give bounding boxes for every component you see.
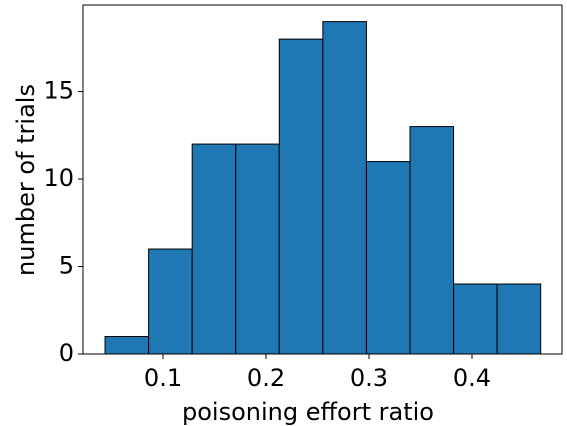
y-tick-label: 15: [43, 77, 74, 105]
bar: [409, 126, 455, 355]
bar: [191, 143, 237, 355]
x-tick-label: 0.1: [144, 364, 182, 392]
y-tick-label: 5: [59, 252, 74, 280]
bar: [496, 283, 542, 355]
x-tick-label: 0.4: [453, 364, 491, 392]
bar: [278, 38, 324, 355]
x-tick-label: 0.2: [247, 364, 285, 392]
bar: [104, 336, 150, 355]
x-tick-label: 0.3: [350, 364, 388, 392]
bar: [453, 283, 498, 355]
plot-frame: [82, 4, 563, 355]
y-tick-label: 10: [43, 164, 74, 192]
bar: [322, 21, 367, 355]
bar: [148, 248, 193, 355]
x-axis-label: poisoning effort ratio: [182, 398, 434, 426]
bar: [235, 143, 280, 355]
y-axis-label: number of trials: [12, 84, 40, 276]
bar: [365, 161, 411, 355]
y-tick-label: 0: [59, 339, 74, 367]
